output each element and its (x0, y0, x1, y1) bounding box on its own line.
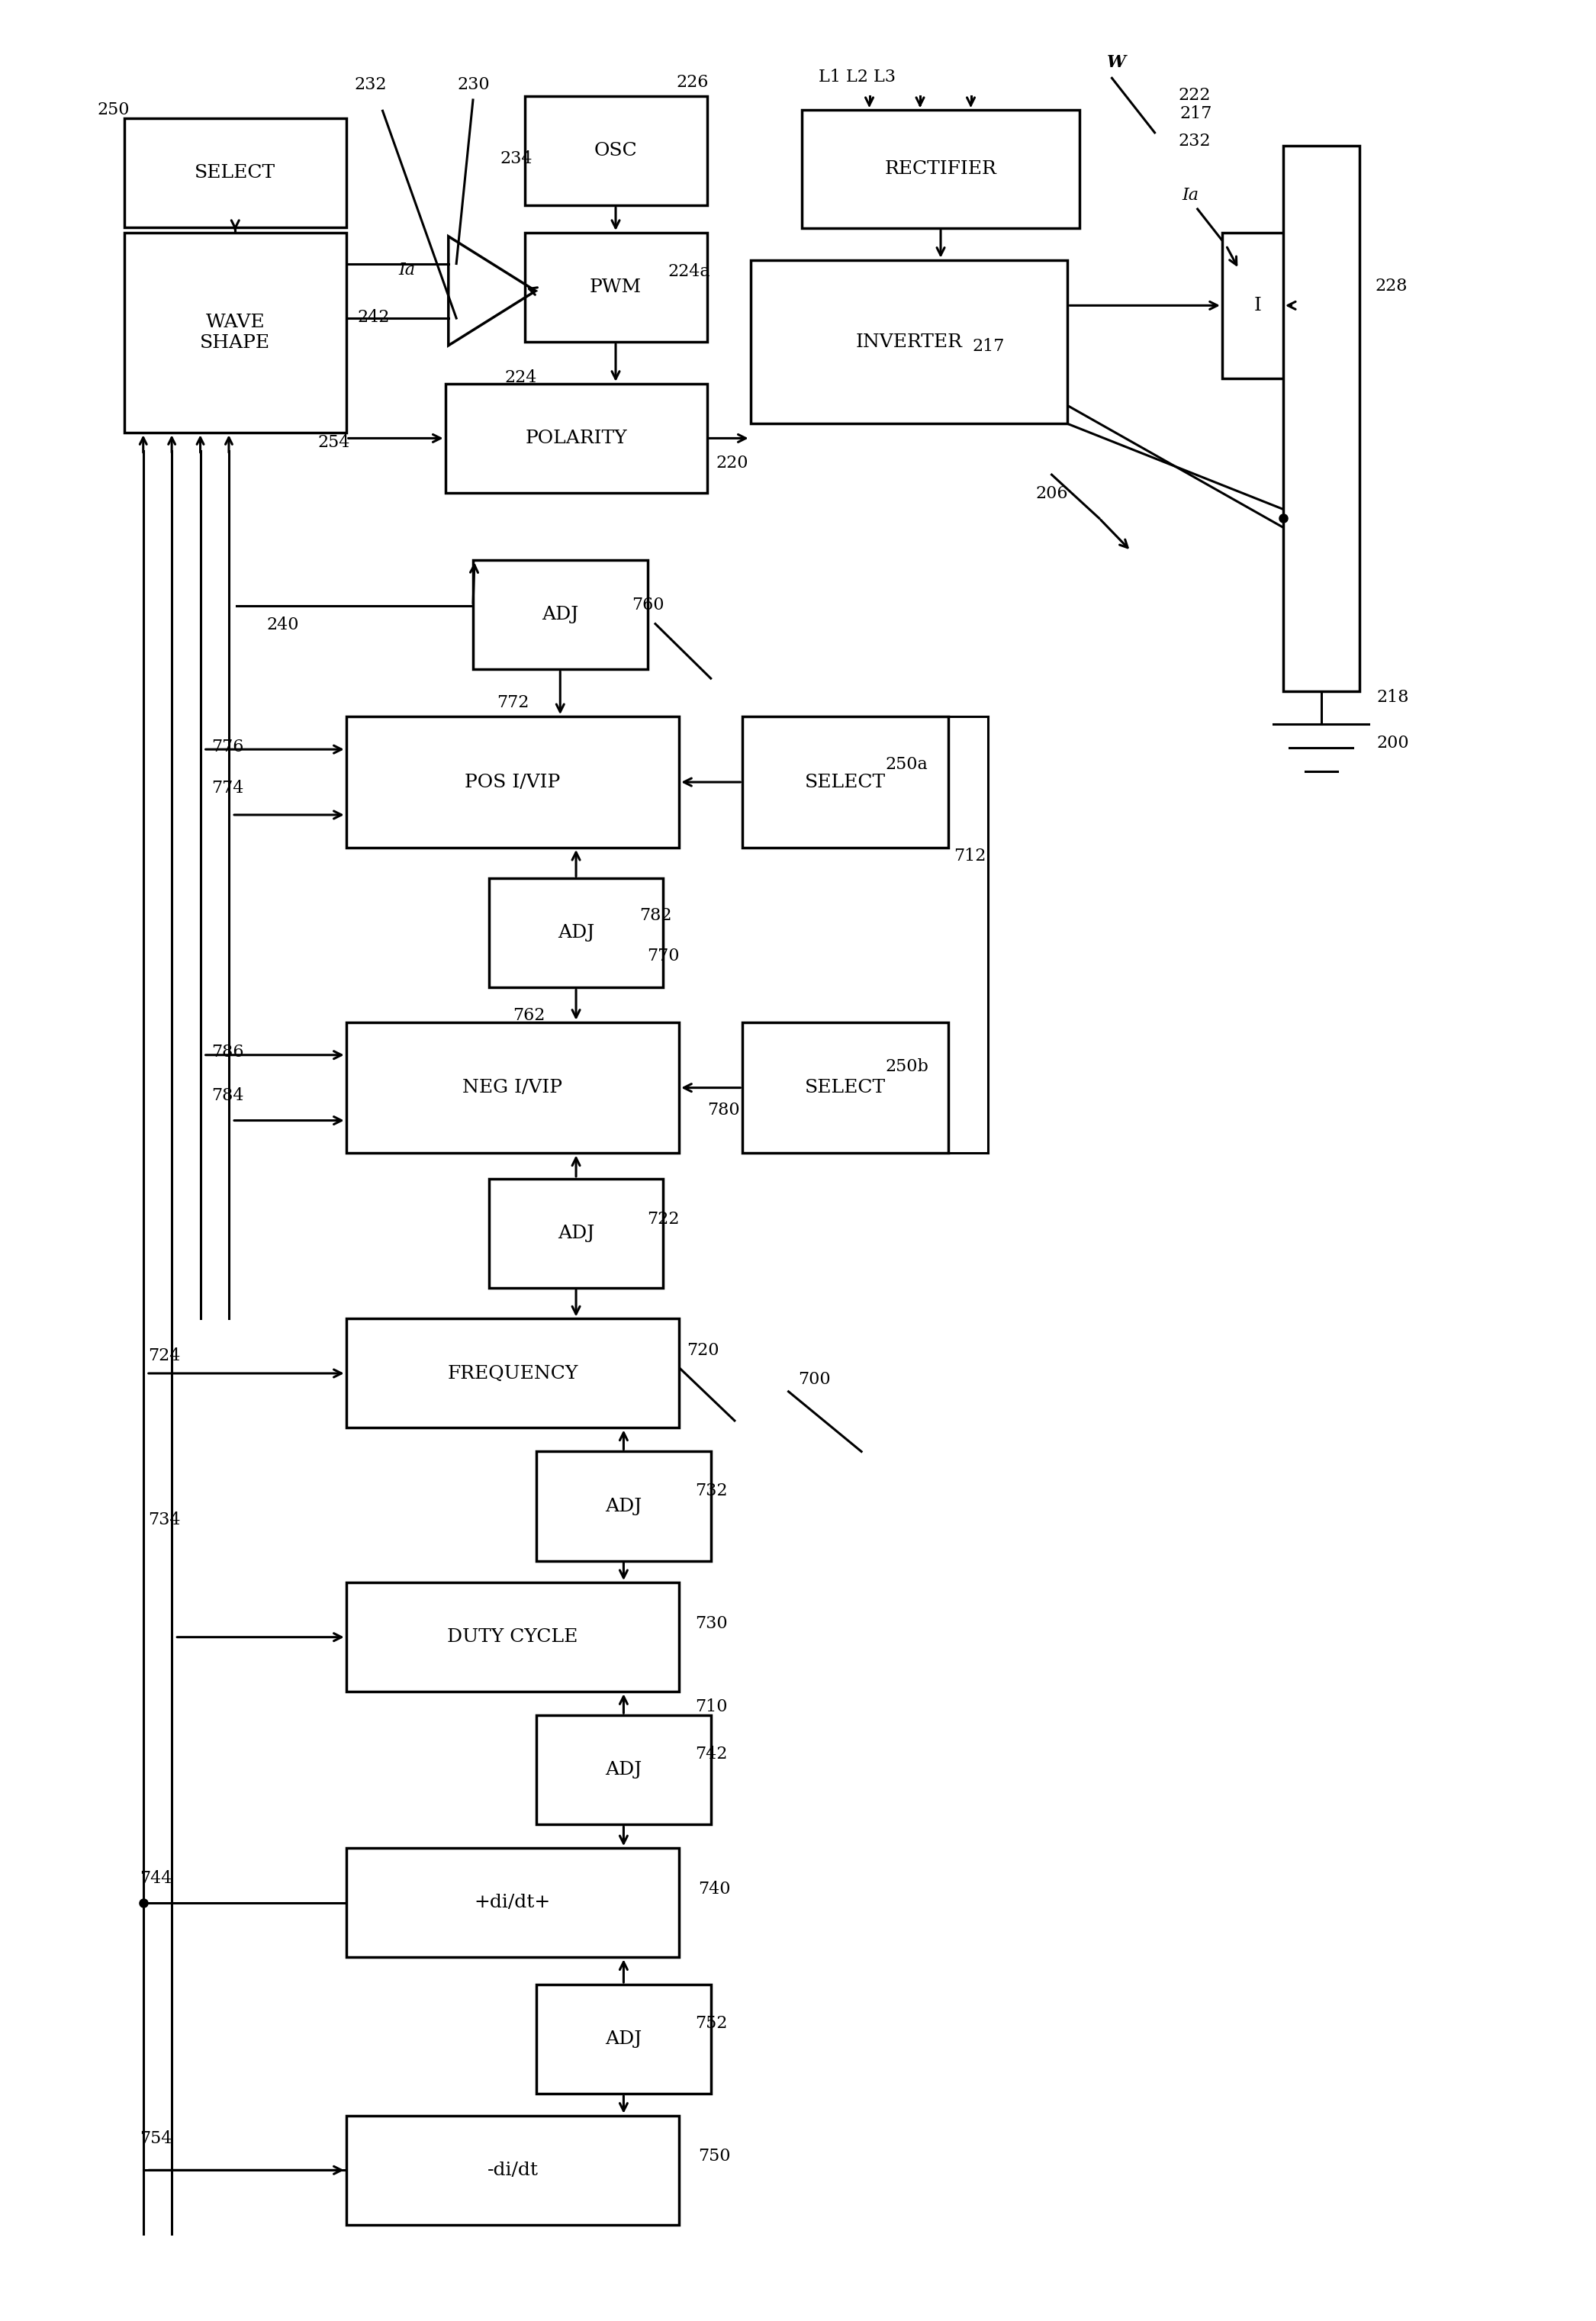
Text: 754: 754 (140, 2131, 172, 2147)
Text: 720: 720 (686, 1342, 720, 1360)
Text: 732: 732 (694, 1483, 728, 1499)
Text: ADJ: ADJ (557, 1225, 594, 1242)
Text: 230: 230 (456, 77, 490, 93)
Text: 752: 752 (694, 2015, 728, 2033)
Text: W: W (1108, 53, 1127, 72)
FancyBboxPatch shape (742, 717, 948, 847)
Text: ADJ: ADJ (557, 924, 594, 942)
FancyBboxPatch shape (472, 559, 648, 668)
FancyBboxPatch shape (488, 1179, 664, 1288)
Text: 217: 217 (972, 339, 1005, 355)
Text: 770: 770 (648, 947, 680, 963)
Text: I: I (1254, 297, 1261, 313)
Text: ADJ: ADJ (541, 606, 579, 624)
FancyBboxPatch shape (346, 1848, 678, 1957)
Text: SELECT: SELECT (195, 165, 276, 181)
Text: ADJ: ADJ (605, 1762, 642, 1778)
Text: 224: 224 (504, 369, 536, 385)
Text: WAVE
SHAPE: WAVE SHAPE (200, 313, 270, 353)
Text: 240: 240 (267, 617, 300, 634)
Text: 782: 782 (640, 908, 672, 924)
Text: 234: 234 (500, 151, 533, 167)
Text: 724: 724 (148, 1349, 180, 1365)
FancyBboxPatch shape (1283, 146, 1360, 692)
Text: 228: 228 (1376, 279, 1408, 295)
Text: PWM: PWM (589, 279, 642, 297)
Text: 760: 760 (632, 596, 664, 613)
Text: +di/dt+: +di/dt+ (474, 1894, 551, 1913)
FancyBboxPatch shape (536, 1451, 710, 1560)
Text: 774: 774 (211, 780, 244, 796)
Text: 744: 744 (140, 1871, 172, 1887)
Text: 700: 700 (798, 1372, 830, 1388)
FancyBboxPatch shape (124, 232, 346, 432)
Text: 222: 222 (1178, 86, 1211, 104)
Text: 730: 730 (694, 1615, 728, 1632)
Text: 250: 250 (97, 102, 129, 118)
Text: 232: 232 (1178, 132, 1211, 149)
Text: 217: 217 (1179, 104, 1213, 123)
Text: POLARITY: POLARITY (525, 429, 627, 448)
Text: DUTY CYCLE: DUTY CYCLE (447, 1629, 578, 1646)
Text: 786: 786 (211, 1044, 244, 1061)
FancyBboxPatch shape (346, 1318, 678, 1427)
FancyBboxPatch shape (346, 1583, 678, 1692)
Text: 200: 200 (1377, 733, 1409, 752)
Text: ADJ: ADJ (605, 2031, 642, 2047)
FancyBboxPatch shape (801, 109, 1079, 227)
Text: ADJ: ADJ (605, 1497, 642, 1516)
Text: OSC: OSC (594, 142, 637, 160)
Text: 218: 218 (1377, 689, 1409, 706)
Text: 762: 762 (512, 1007, 544, 1024)
FancyBboxPatch shape (750, 260, 1068, 425)
FancyBboxPatch shape (742, 1021, 948, 1154)
FancyBboxPatch shape (445, 383, 707, 492)
Text: 710: 710 (694, 1699, 728, 1715)
Text: 742: 742 (694, 1745, 728, 1764)
Text: Ia: Ia (399, 262, 415, 279)
Text: SELECT: SELECT (804, 773, 886, 791)
FancyBboxPatch shape (536, 1715, 710, 1824)
Text: 712: 712 (953, 847, 986, 863)
Text: 750: 750 (697, 2149, 731, 2165)
Text: 206: 206 (1036, 485, 1068, 501)
FancyBboxPatch shape (346, 2114, 678, 2226)
FancyBboxPatch shape (536, 1984, 710, 2094)
FancyBboxPatch shape (346, 717, 678, 847)
Text: FREQUENCY: FREQUENCY (447, 1365, 578, 1381)
Text: 220: 220 (715, 455, 749, 471)
FancyBboxPatch shape (488, 880, 664, 989)
Text: 224a: 224a (669, 262, 710, 281)
Text: 740: 740 (697, 1880, 731, 1899)
Text: SELECT: SELECT (804, 1079, 886, 1096)
FancyBboxPatch shape (525, 232, 707, 341)
FancyBboxPatch shape (525, 95, 707, 207)
Text: 780: 780 (707, 1102, 741, 1119)
Text: Ia: Ia (1181, 188, 1199, 204)
FancyBboxPatch shape (346, 1021, 678, 1154)
Text: 772: 772 (496, 694, 530, 710)
FancyBboxPatch shape (124, 118, 346, 227)
Text: L1 L2 L3: L1 L2 L3 (819, 70, 895, 86)
Text: RECTIFIER: RECTIFIER (884, 160, 996, 179)
Text: 734: 734 (148, 1511, 180, 1527)
Text: 254: 254 (318, 434, 350, 450)
Text: 232: 232 (354, 77, 386, 93)
Text: 226: 226 (677, 74, 709, 91)
Text: 250b: 250b (886, 1058, 929, 1075)
Text: 242: 242 (358, 309, 389, 325)
Text: -di/dt: -di/dt (487, 2161, 538, 2179)
Text: 722: 722 (648, 1212, 680, 1228)
Text: POS I/VIP: POS I/VIP (464, 773, 560, 791)
FancyBboxPatch shape (1223, 232, 1293, 378)
Text: 250a: 250a (886, 757, 927, 773)
Text: NEG I/VIP: NEG I/VIP (463, 1079, 563, 1096)
Text: 776: 776 (211, 738, 244, 754)
Text: INVERTER: INVERTER (855, 334, 962, 350)
Text: 784: 784 (211, 1089, 244, 1105)
